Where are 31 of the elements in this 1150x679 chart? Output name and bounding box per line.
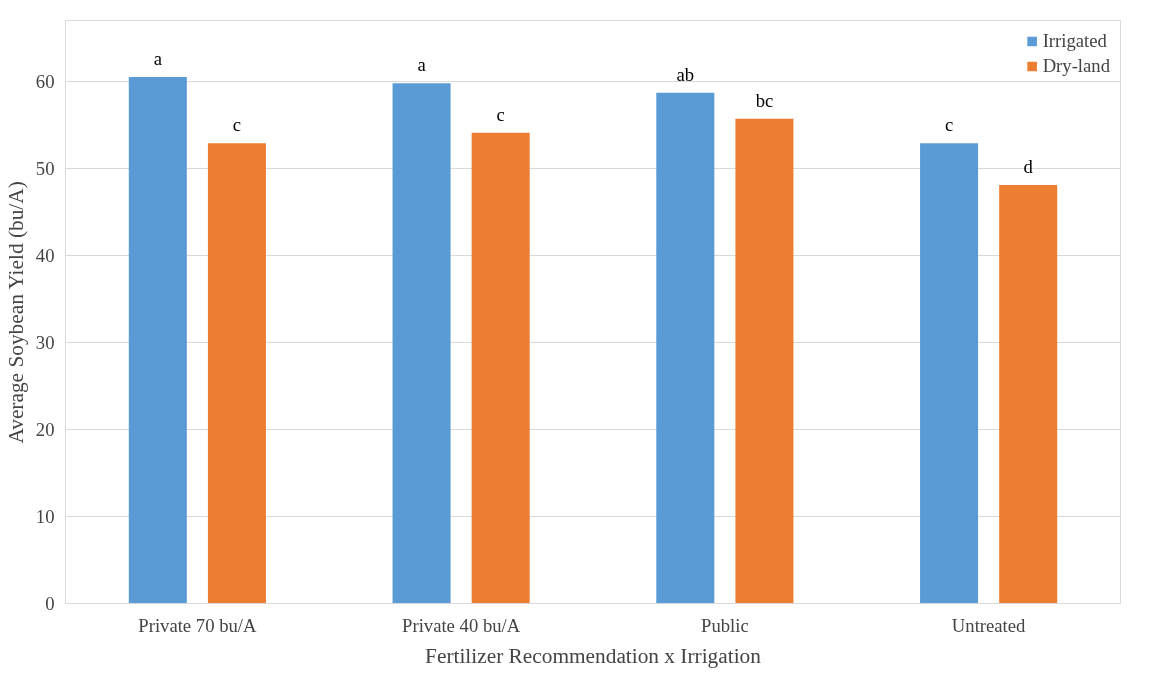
x-tick-label: Private 70 bu/A	[138, 614, 257, 636]
bar	[392, 83, 451, 604]
data-label: c	[232, 114, 242, 136]
bar	[920, 143, 979, 604]
bar	[999, 184, 1058, 604]
bar	[207, 143, 266, 604]
data-label: c	[496, 103, 505, 125]
bar	[471, 132, 530, 604]
legend-label: Dry-land	[1042, 55, 1110, 77]
y-tick-label: 50	[35, 157, 55, 179]
data-label: ab	[676, 63, 695, 85]
bar	[735, 118, 794, 604]
data-label: a	[153, 48, 163, 70]
x-tick-label: Private 40 bu/A	[402, 614, 521, 636]
data-label: a	[417, 54, 427, 76]
y-tick-label: 0	[45, 593, 55, 614]
y-tick-label: 20	[35, 418, 55, 440]
y-axis-title: Average Soybean Yield (bu/A)	[3, 181, 28, 444]
y-tick-label: 60	[35, 70, 55, 92]
x-tick-label: Untreated	[951, 614, 1027, 636]
x-axis-title: Fertilizer Recommendation x Irrigation	[425, 643, 762, 668]
data-label: bc	[755, 89, 774, 111]
bar	[128, 77, 187, 604]
data-label: d	[1023, 155, 1034, 177]
y-tick-label: 40	[35, 244, 55, 266]
bar	[656, 92, 715, 604]
x-tick-label: Public	[701, 614, 749, 636]
y-tick-label: 30	[35, 331, 55, 353]
y-tick-label: 10	[35, 505, 55, 527]
data-label: c	[944, 114, 954, 136]
legend-label: Irrigated	[1042, 30, 1107, 52]
